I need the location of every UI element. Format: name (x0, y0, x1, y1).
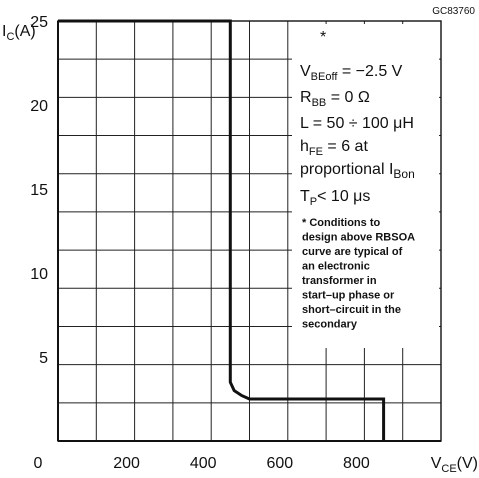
condition-line: start–up phase or (302, 290, 395, 302)
note-hfe: hFE = 6 at (300, 138, 368, 158)
condition-line: secondary (302, 319, 358, 331)
y-axis-label: IC(A) (2, 23, 36, 43)
notes-panel: * VBEoff = −2.5 V RBB = 0 Ω L = 50 ÷ 100… (300, 29, 415, 331)
x-tick-label: 600 (266, 455, 293, 472)
condition-line: short–circuit in the (302, 304, 401, 316)
condition-line: transformer in (302, 275, 377, 287)
condition-line: design above RBSOA (302, 232, 415, 244)
condition-line: curve are typical of (302, 246, 403, 258)
y-tick-label: 5 (39, 350, 48, 367)
conditions-note: * Conditions to design above RBSOA curve a… (302, 217, 415, 331)
x-tick-label: 800 (343, 455, 370, 472)
note-tp: TP< 10 μs (300, 188, 370, 208)
figure-code: GC83760 (432, 6, 475, 17)
x-axis-label: VCE(V) (431, 455, 478, 475)
x-tick-label: 0 (34, 455, 43, 472)
y-tick-label: 15 (30, 182, 48, 199)
grid (58, 21, 441, 441)
x-tick-label: 200 (113, 455, 140, 472)
note-vbe: VBEoff = −2.5 V (300, 63, 403, 83)
x-tick-label: 400 (190, 455, 217, 472)
note-asterisk: * (320, 29, 326, 46)
condition-line: an electronic (302, 261, 370, 273)
note-proportional: proportional IBon (300, 161, 415, 181)
x-tick-labels: 0 200 400 600 800 (34, 455, 370, 472)
rbsoa-curve (58, 19, 386, 441)
condition-line: * Conditions to (302, 217, 380, 229)
y-tick-label: 10 (30, 266, 48, 283)
note-inductance: L = 50 ÷ 100 μH (300, 115, 414, 132)
y-tick-labels: 5 10 15 20 25 (30, 14, 48, 367)
plot-frame (57, 20, 442, 442)
note-rbb: RBB = 0 Ω (300, 89, 370, 109)
y-tick-label: 25 (30, 14, 48, 31)
notes-background (292, 24, 439, 348)
y-tick-label: 20 (30, 98, 48, 115)
